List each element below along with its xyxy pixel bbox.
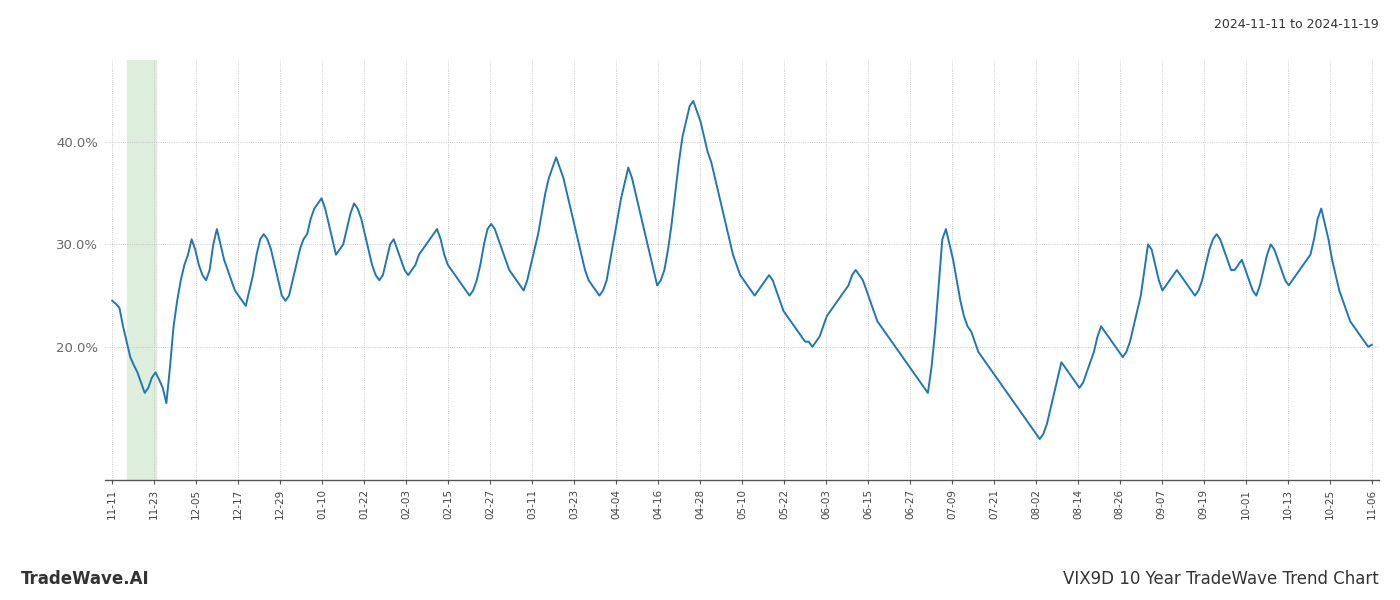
Text: VIX9D 10 Year TradeWave Trend Chart: VIX9D 10 Year TradeWave Trend Chart [1063, 570, 1379, 588]
Bar [126, 60, 155, 480]
Text: 2024-11-11 to 2024-11-19: 2024-11-11 to 2024-11-19 [1214, 18, 1379, 31]
Text: TradeWave.AI: TradeWave.AI [21, 570, 150, 588]
